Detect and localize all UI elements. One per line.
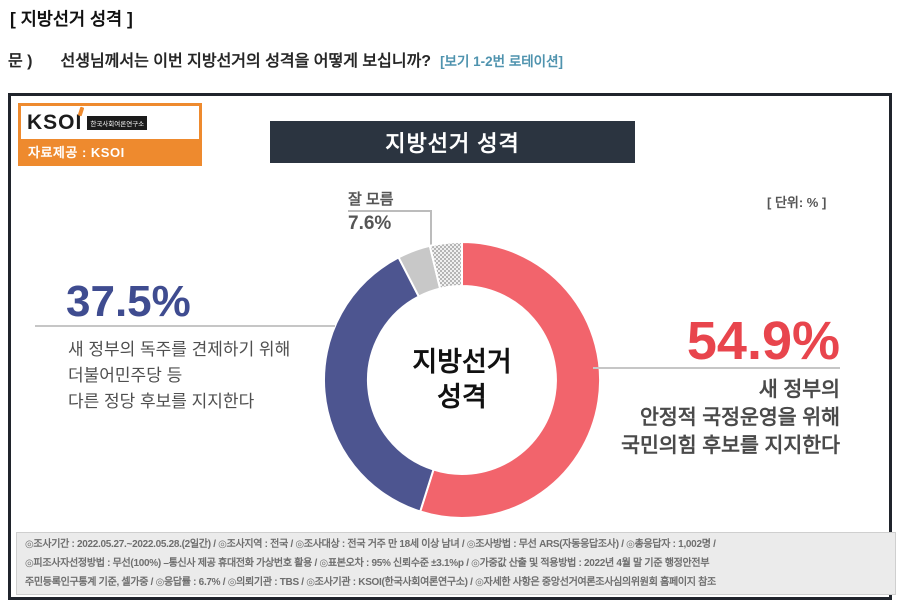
left-desc-line2: 더불어민주당 등 [68, 366, 183, 385]
survey-methodology-footer: ◎조사기간 : 2022.05.27.~2022.05.28.(2일간) / ◎… [16, 532, 896, 595]
unknown-slice-value: 7.6% [348, 213, 392, 234]
right-desc-line3: 국민의힘 후보를 지지한다 [621, 434, 840, 457]
ksoi-logo-top: KSOI 한국사회여론연구소 [21, 106, 199, 139]
left-callout-description: 새 정부의 독주를 견제하기 위해 더불어민주당 등 다른 정당 후보를 지지한… [68, 337, 290, 415]
right-desc-line2: 안정적 국정운영을 위해 [640, 406, 840, 429]
unknown-connector-vertical [430, 210, 432, 246]
question-row: 문 ) 선생님께서는 이번 지방선거의 성격을 어떻게 보십니까? [보기 1-… [8, 47, 563, 71]
slice-support-ppp [418, 240, 602, 519]
left-callout-value: 37.5% [66, 277, 191, 326]
footer-line1: ◎조사기간 : 2022.05.27.~2022.05.28.(2일간) / ◎… [25, 539, 716, 550]
chart-panel: KSOI 한국사회여론연구소 자료제공 : KSOI 지방선거 성격 [ 단위:… [8, 93, 896, 600]
left-desc-line3: 다른 정당 후보를 지지한다 [68, 392, 255, 411]
ksoi-logo-wordmark: KSOI [27, 106, 85, 135]
question-rotation-note: [보기 1-2번 로테이션] [440, 54, 564, 69]
donut-chart-svg [323, 240, 602, 519]
slice-unknown-hatched-part [428, 240, 463, 290]
unknown-slice-label: 잘 모름 [348, 191, 394, 208]
donut-chart: 지방선거 성격 [322, 240, 602, 520]
right-callout-description: 새 정부의 안정적 국정운영을 위해 국민의힘 후보를 지지한다 [621, 376, 840, 460]
right-desc-line1: 새 정부의 [758, 378, 840, 401]
left-desc-line1: 새 정부의 독주를 견제하기 위해 [68, 340, 291, 359]
question-text: 선생님께서는 이번 지방선거의 성격을 어떻게 보십니까? [60, 53, 432, 70]
question-prefix: 문 ) [8, 53, 33, 70]
ksoi-brand-text: KSOI [27, 110, 83, 134]
slice-check-govt [323, 256, 435, 513]
ksoi-logo-accent [78, 106, 85, 116]
footer-line3: 주민등록인구통계 기준, 셀가중 / ◎응답률 : 6.7% / ◎의뢰기관 :… [25, 577, 716, 588]
left-callout-rule [35, 325, 335, 327]
right-callout-value: 54.9% [686, 311, 840, 371]
ksoi-provider-bar: 자료제공 : KSOI [21, 139, 199, 163]
footer-line2: ◎피조사자선정방법 : 무선(100%) –통신사 제공 휴대전화 가상번호 활… [25, 558, 710, 569]
right-callout-rule [593, 367, 840, 369]
ksoi-logo: KSOI 한국사회여론연구소 자료제공 : KSOI [18, 103, 202, 166]
unit-label: [ 단위: % ] [767, 195, 827, 210]
unknown-connector-horizontal [348, 210, 430, 212]
page-title: [ 지방선거 성격 ] [10, 9, 133, 29]
chart-title-bar: 지방선거 성격 [270, 121, 635, 163]
ksoi-institute-chip: 한국사회여론연구소 [87, 115, 148, 130]
